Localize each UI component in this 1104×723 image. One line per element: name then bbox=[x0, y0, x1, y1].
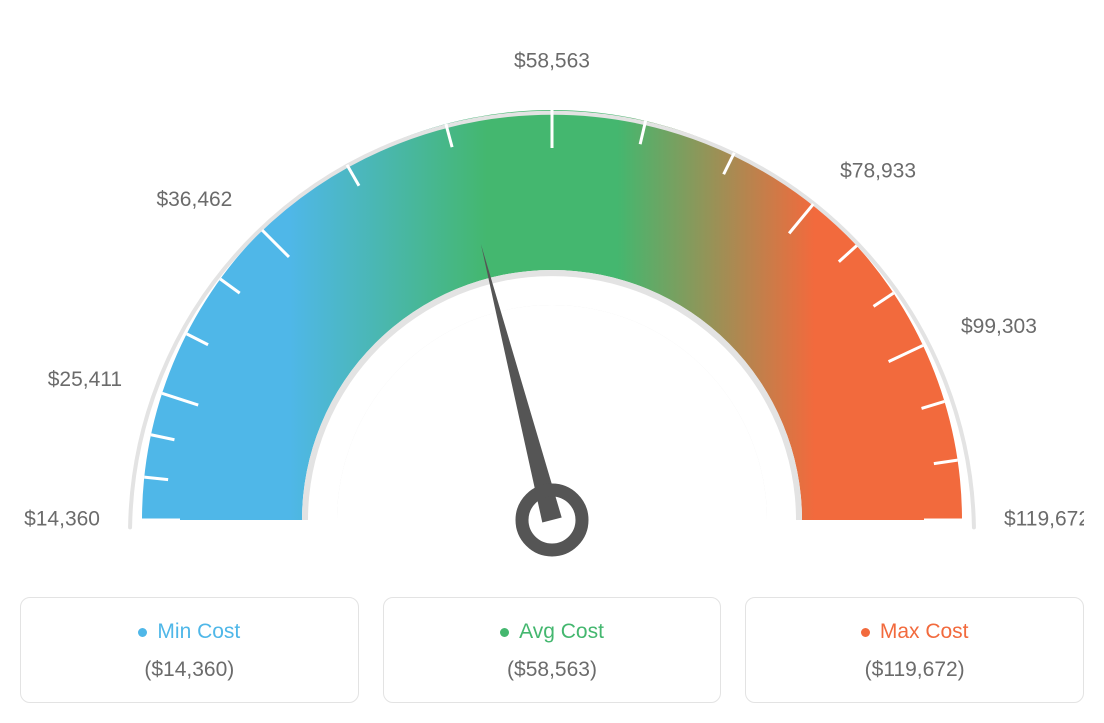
legend-label: Avg Cost bbox=[519, 620, 604, 644]
legend-label: Max Cost bbox=[880, 620, 969, 644]
legend-title-avg: Avg Cost bbox=[500, 620, 604, 644]
legend-value: ($58,563) bbox=[394, 658, 711, 682]
legend-value: ($119,672) bbox=[756, 658, 1073, 682]
svg-text:$99,303: $99,303 bbox=[961, 315, 1037, 338]
dot-icon bbox=[138, 628, 147, 637]
legend-title-min: Min Cost bbox=[138, 620, 240, 644]
legend-row: Min Cost ($14,360) Avg Cost ($58,563) Ma… bbox=[20, 597, 1084, 703]
dot-icon bbox=[861, 628, 870, 637]
legend-card-avg: Avg Cost ($58,563) bbox=[383, 597, 722, 703]
legend-label: Min Cost bbox=[157, 620, 240, 644]
legend-card-max: Max Cost ($119,672) bbox=[745, 597, 1084, 703]
svg-text:$58,563: $58,563 bbox=[514, 50, 590, 73]
svg-text:$14,360: $14,360 bbox=[24, 508, 100, 531]
svg-text:$25,411: $25,411 bbox=[48, 368, 122, 391]
legend-title-max: Max Cost bbox=[861, 620, 969, 644]
svg-text:$36,462: $36,462 bbox=[156, 188, 232, 211]
dot-icon bbox=[500, 628, 509, 637]
legend-value: ($14,360) bbox=[31, 658, 348, 682]
gauge-chart: $14,360 $25,411 $36,462 $58,563 $78,933 $99,3… bbox=[20, 20, 1084, 585]
svg-text:$119,672: $119,672 bbox=[1004, 508, 1084, 531]
gauge-svg: $14,360 $25,411 $36,462 $58,563 $78,933 $99,3… bbox=[20, 20, 1084, 580]
legend-card-min: Min Cost ($14,360) bbox=[20, 597, 359, 703]
svg-text:$78,933: $78,933 bbox=[840, 159, 916, 182]
